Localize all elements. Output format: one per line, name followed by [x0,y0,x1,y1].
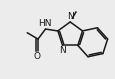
Text: N: N [58,46,65,55]
Text: HN: HN [38,19,51,28]
Text: O: O [33,52,40,61]
Text: N: N [67,12,73,21]
